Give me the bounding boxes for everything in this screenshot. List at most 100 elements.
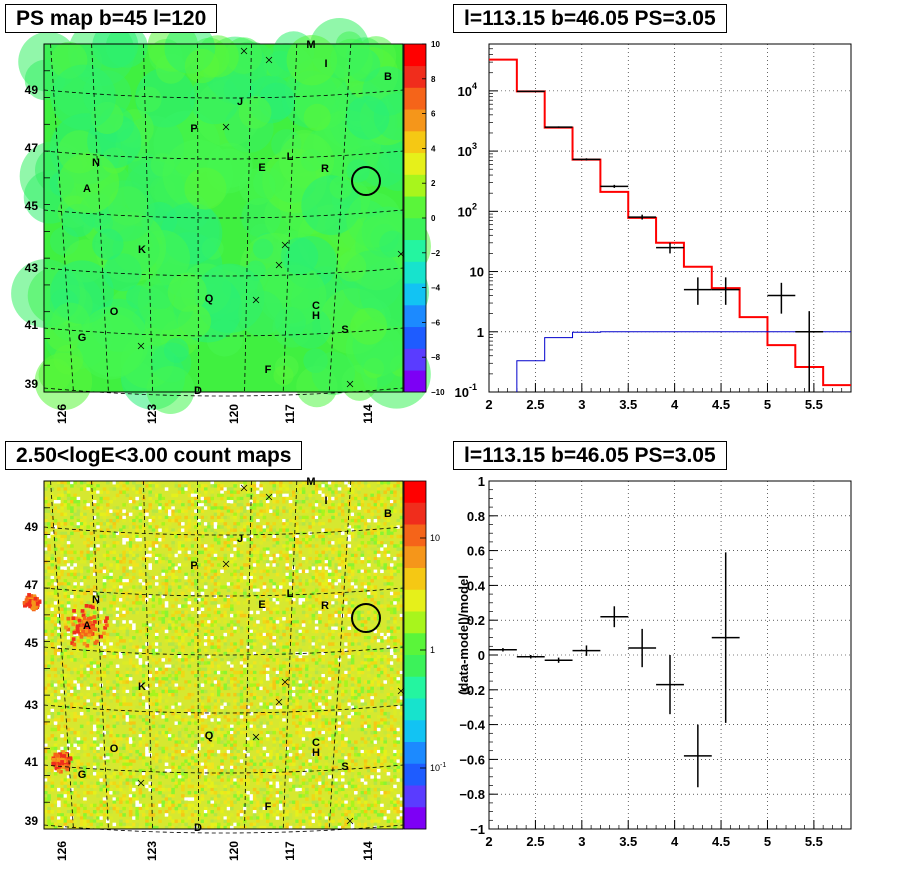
tl-source-O: O [110, 306, 119, 318]
br-xtick-5: 5 [764, 834, 771, 849]
tl-ytick-41: 41 [25, 318, 39, 332]
tl-source-Q: Q [205, 293, 214, 305]
bl-cb-cell [404, 720, 426, 743]
tl-source-A: A [83, 183, 91, 195]
br-ytick: −0.6 [459, 752, 485, 767]
tl-cb-cell [404, 87, 426, 110]
bl-x-marker [346, 817, 354, 825]
bl-cb-cell [404, 785, 426, 808]
tl-source-N: N [92, 157, 100, 169]
tl-source-I: I [324, 58, 327, 70]
tl-cb-tick: −8 [431, 353, 441, 362]
tl-x-marker [397, 250, 405, 258]
tl-source-G: G [78, 332, 87, 344]
tl-cb-cell [404, 326, 426, 349]
bl-cb-cell [404, 568, 426, 591]
tl-source-C: C [312, 300, 320, 312]
br-data-point [516, 655, 545, 659]
tl-cb-tick: 4 [431, 144, 436, 153]
br-xtick-5.5: 5.5 [805, 834, 823, 849]
tl-source-M: M [306, 39, 315, 51]
tr-data-point [628, 214, 657, 220]
bl-x-marker [137, 779, 145, 787]
br-ylabel: (data-model)/model [456, 575, 471, 695]
bl-ytick-49: 49 [25, 520, 39, 534]
tl-x-marker [265, 56, 273, 64]
tl-ytick-43: 43 [25, 261, 39, 275]
bl-cb-cell [404, 698, 426, 721]
tl-cb-cell [404, 305, 426, 328]
tr-xtick-2: 2 [485, 397, 492, 412]
tl-lon-line [328, 43, 352, 393]
tl-cb-cell [404, 218, 426, 241]
tr-ytick: 10 [470, 265, 484, 280]
bl-source-B: B [384, 508, 392, 520]
br-ytick: 0 [478, 648, 485, 663]
bl-xtick-114: 114 [361, 841, 375, 861]
tl-xtick-120: 120 [227, 404, 241, 424]
bl-x-marker [222, 560, 230, 568]
tl-cb-cell [404, 196, 426, 219]
tl-lon-line [244, 43, 252, 393]
bl-cb-tick: 10 [430, 533, 440, 543]
bl-cb-cell [404, 546, 426, 569]
br-xtick-3.5: 3.5 [619, 834, 637, 849]
bl-map: 126 123 120 117 114 49 47 45 43 41 39 MI B J P N E L R A K Q C… [22, 476, 405, 861]
tl-ytick-47: 47 [25, 141, 39, 155]
bl-cb-cell [404, 524, 426, 547]
bl-cb-frame [403, 480, 427, 830]
tl-x-marker [137, 342, 145, 350]
tl-source-K: K [138, 244, 146, 256]
tl-xtick-114: 114 [361, 404, 375, 424]
bl-cb-cell [404, 502, 426, 525]
bl-source-R: R [321, 600, 329, 612]
tl-cb-tick: 8 [431, 75, 436, 84]
bl-source-E: E [258, 599, 265, 611]
tl-cb-cell [404, 370, 426, 393]
tl-map-frame [43, 43, 404, 393]
bl-lon-line [50, 480, 74, 830]
br-ytick: −0.8 [459, 787, 485, 802]
tl-cb-cell [404, 261, 426, 284]
tl-source-P: P [190, 123, 197, 135]
tl-x-marker [346, 380, 354, 388]
tl-x-marker [275, 261, 283, 269]
tr-data-point [767, 282, 796, 314]
tl-cb-tick: 6 [431, 110, 436, 119]
tl-cb-cell [404, 348, 426, 371]
tl-cb-tick: 10 [431, 40, 440, 49]
tl-cb-tick: 0 [431, 214, 436, 223]
bl-x-marker [252, 733, 260, 741]
bl-lon-line [143, 480, 153, 830]
tl-source-S: S [341, 324, 348, 336]
br-xtick-4.5: 4.5 [712, 834, 730, 849]
bl-source-P: P [190, 560, 197, 572]
bl-lon-line [282, 480, 298, 830]
br-title: l=113.15 b=46.05 PS=3.05 [453, 441, 727, 470]
bl-ytick-41: 41 [25, 755, 39, 769]
bl-cb-cell [404, 481, 426, 504]
tl-x-marker [252, 296, 260, 304]
br-data-point [628, 628, 657, 668]
bl-lon-line [328, 480, 352, 830]
tl-lon-line [50, 43, 74, 393]
tr-series-1 [516, 331, 851, 392]
tl-source-F: F [265, 364, 272, 376]
tl-source-D: D [194, 385, 202, 397]
bl-ytick-43: 43 [25, 698, 39, 712]
tr-xtick-3.5: 3.5 [619, 397, 637, 412]
br-xtick-3: 3 [578, 834, 585, 849]
tl-cb-cell [404, 131, 426, 154]
bl-source-Q: Q [205, 730, 214, 742]
bl-cb-cell [404, 633, 426, 656]
bl-cb-cell [404, 611, 426, 634]
tr-ytick: 103 [458, 141, 477, 159]
tr-data-point [572, 158, 601, 161]
tl-roi-circle [351, 166, 381, 196]
tl-cb-cell [404, 152, 426, 175]
br-data-point [544, 657, 573, 663]
tl-lon-line [91, 43, 109, 393]
tr-xtick-3: 3 [578, 397, 585, 412]
bl-source-K: K [138, 681, 146, 693]
bl-source-M: M [306, 476, 315, 488]
